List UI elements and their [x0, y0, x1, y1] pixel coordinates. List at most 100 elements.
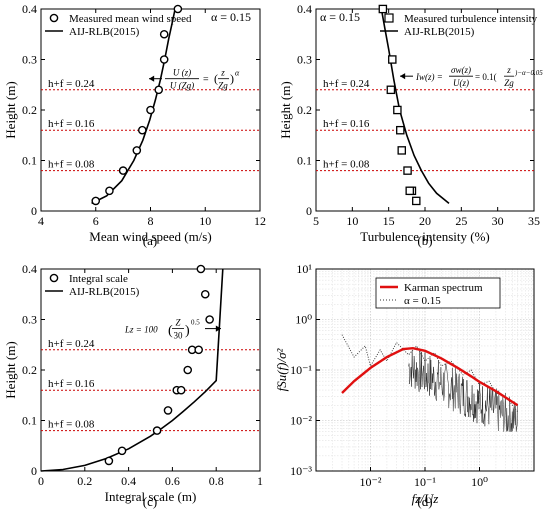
x-tick-label: 5: [313, 214, 319, 228]
y-tick-label: 0.4: [22, 262, 37, 276]
formula-base-denominator: 30: [174, 331, 184, 341]
y-tick-label: 0: [306, 204, 312, 218]
alpha-annotation: α = 0.15: [320, 10, 360, 24]
data-point: [196, 264, 206, 274]
y-tick-label: 0.2: [297, 103, 312, 117]
y-axis-label: Height (m): [3, 341, 18, 398]
x-axis-label: fz/Uz: [412, 491, 439, 506]
y-tick-label: 0: [31, 464, 37, 478]
data-point: [386, 85, 396, 95]
legend-label: Measured mean wind speed: [69, 13, 192, 25]
series-line-alpha: [341, 334, 518, 412]
x-tick-label: 0.4: [121, 474, 136, 488]
formula-lhs: Lz = 100: [124, 325, 158, 335]
y-tick-label: 10¹: [296, 262, 312, 276]
reference-line-label: h+f = 0.16: [48, 378, 95, 390]
data-point: [137, 125, 147, 135]
formula-paren-close: ): [185, 324, 190, 339]
legend-marker-circle: [49, 273, 59, 283]
legend-label: Integral scale: [69, 273, 128, 285]
reference-line-label: h+f = 0.24: [48, 338, 95, 350]
data-point: [173, 4, 183, 14]
legend-marker-circle: [49, 13, 59, 23]
reference-line-label: h+f = 0.08: [323, 159, 370, 171]
data-point: [378, 4, 388, 14]
formula-paren-close: ): [230, 72, 234, 86]
data-point: [393, 105, 402, 115]
formula-base-denominator: Zg: [504, 78, 514, 88]
series-line-karman: [341, 346, 519, 407]
x-tick-label: 8: [148, 214, 154, 228]
legend-label: AIJ-RLB(2015): [69, 286, 140, 298]
x-axis-label: Integral scale (m): [105, 489, 197, 504]
alpha-annotation: α = 0.15: [211, 10, 251, 24]
x-tick-label: 10: [346, 214, 358, 228]
data-point: [396, 125, 405, 135]
x-tick-label: 10⁰: [471, 475, 488, 489]
y-tick-label: 0.4: [22, 2, 37, 16]
data-point: [403, 166, 412, 175]
annotation-arrowhead: [400, 73, 406, 80]
reference-line-label: h+f = 0.08: [48, 159, 95, 171]
legend-label: Measured turbulence intensity: [404, 13, 538, 25]
y-tick-label: 0.1: [22, 154, 37, 168]
data-point: [388, 55, 397, 64]
data-point: [194, 345, 203, 355]
formula-base: Z: [175, 318, 181, 328]
legend-marker-square: [384, 13, 394, 23]
chart-b: 5 10 15 20 25 30 35 0 0.1 0.2 0.3 0.4 h+f = 0.24 h+f …: [278, 2, 543, 248]
x-tick-label: 10⁻²: [360, 475, 382, 489]
data-point: [152, 426, 162, 435]
x-tick-label: 0.6: [165, 474, 180, 488]
formula-exponent: )−α−0.05: [514, 69, 543, 77]
x-tick-label: 15: [383, 214, 395, 228]
x-tick-label: 25: [455, 214, 467, 228]
panel-label: (a): [143, 233, 157, 248]
data-point: [117, 446, 127, 456]
y-tick-label: 0.1: [22, 414, 37, 428]
formula-equals: =: [203, 75, 209, 86]
formula: Iw(z) = σw(z) U(z) = 0.1(z Zg)−α−0.05: [415, 65, 543, 88]
data-point: [105, 186, 114, 196]
legend-label: AIJ-RLB(2015): [404, 26, 475, 38]
data-point: [132, 146, 142, 155]
y-tick-label: 0.2: [22, 103, 37, 117]
y-tick-label: 0: [31, 204, 37, 218]
data-point: [412, 196, 421, 206]
data-point: [405, 186, 414, 196]
formula: U (z) U (Zg) = (z Zg) α: [165, 68, 240, 91]
annotation-arrowhead: [149, 75, 155, 82]
x-tick-label: 12: [254, 214, 266, 228]
y-tick-label: 0.1: [297, 154, 312, 168]
data-point: [163, 406, 173, 415]
y-axis-label: fSu(f)/σ²: [274, 348, 289, 392]
x-tick-label: 0.2: [77, 474, 92, 488]
series-line-aij-rlb-2015-: [40, 268, 224, 472]
x-tick-label: 6: [93, 214, 99, 228]
formula-base-denominator: Zg: [218, 81, 228, 91]
formula-denominator: U (Zg): [170, 81, 194, 91]
formula-numerator: σw(z): [451, 65, 471, 75]
y-tick-label: 0.3: [22, 53, 37, 67]
formula-denominator: U(z): [453, 78, 469, 88]
formula-base: z: [506, 65, 511, 75]
reference-line-label: h+f = 0.24: [323, 78, 370, 90]
x-tick-label: 20: [419, 214, 431, 228]
x-tick-label: 0.8: [209, 474, 224, 488]
data-point: [183, 365, 193, 375]
y-tick-label: 0.3: [22, 313, 37, 327]
data-point: [118, 166, 128, 175]
y-tick-label: 0.2: [22, 363, 37, 377]
panel-label: (c): [143, 494, 157, 509]
data-point: [176, 385, 186, 395]
legend-box: [375, 277, 501, 309]
formula-numerator: U (z): [173, 68, 191, 78]
x-tick-label: 0: [38, 474, 44, 488]
data-point: [154, 85, 164, 95]
series-line-aij-rlb-2015-: [380, 8, 450, 205]
plot-frame: [315, 8, 535, 212]
panel-label: (b): [417, 233, 432, 248]
y-axis-label: Height (m): [3, 81, 18, 138]
y-tick-label: 0.3: [297, 53, 312, 67]
